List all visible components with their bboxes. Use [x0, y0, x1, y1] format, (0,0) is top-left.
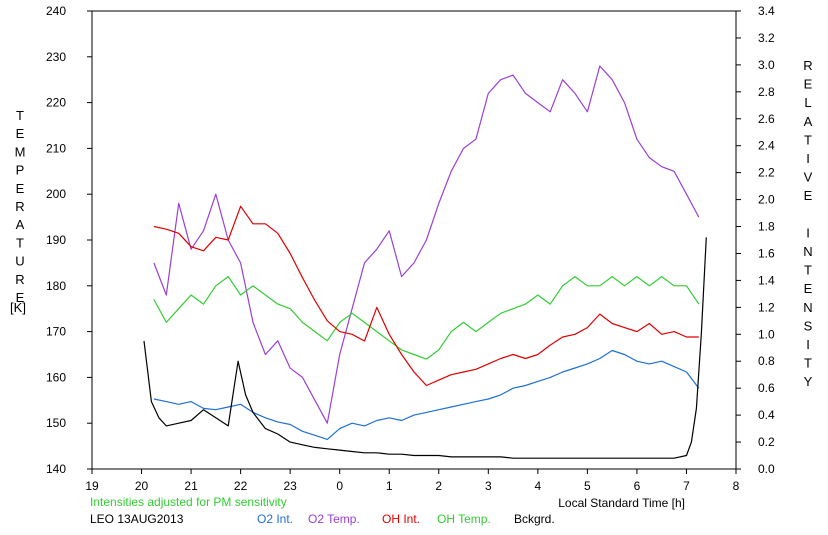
right-tick-label: 1.6	[758, 246, 775, 260]
left-title-letter: U	[15, 254, 24, 269]
right-axis-ticks: 0.0 0.2 0.4 0.6 0.8 1.0 1.2 1.4 1.6 1.8 2.0 2.2 2.4 2…	[736, 4, 775, 476]
right-tick-label: 0.0	[758, 462, 775, 476]
left-tick-label: 150	[46, 416, 66, 430]
left-tick-label: 190	[46, 233, 66, 247]
left-tick-label: 180	[46, 279, 66, 293]
x-tick-label: 21	[184, 479, 198, 493]
left-axis-unit: [K]	[10, 300, 26, 315]
series-o2int	[153, 349, 700, 440]
right-tick-label: 0.4	[758, 408, 775, 422]
series-o2temp	[153, 65, 700, 424]
right-tick-label: 3.2	[758, 31, 775, 45]
x-tick-label: 20	[135, 479, 149, 493]
left-tick-label: 140	[46, 462, 66, 476]
left-title-letter: T	[16, 108, 24, 123]
left-title-letter: E	[16, 126, 25, 141]
series-layer	[143, 65, 707, 459]
x-tick-label: 22	[234, 479, 248, 493]
left-title-letter: M	[15, 144, 26, 159]
left-tick-label: 160	[46, 370, 66, 384]
x-tick-label: 23	[283, 479, 297, 493]
station-date: LEO 13AUG2013	[90, 512, 184, 526]
right-tick-label: 2.0	[758, 193, 775, 207]
left-tick-label: 240	[46, 4, 66, 18]
right-tick-label: 3.4	[758, 4, 775, 18]
series-ohtemp	[153, 276, 700, 360]
left-title-letter: E	[16, 181, 25, 196]
series-ohint	[153, 205, 699, 387]
right-title-letter: A	[804, 114, 813, 129]
legend-ohint: OH Int.	[382, 512, 420, 526]
right-title-letter: V	[804, 170, 813, 185]
right-title-letter: I	[806, 337, 810, 352]
legend-ohtemp: OH Temp.	[437, 512, 491, 526]
x-tick-label: 7	[683, 479, 690, 493]
left-title-letter: R	[15, 272, 24, 287]
right-tick-label: 1.0	[758, 327, 775, 341]
right-tick-label: 2.8	[758, 85, 775, 99]
right-tick-label: 2.6	[758, 112, 775, 126]
right-title-letter: N	[803, 300, 812, 315]
right-title-letter: T	[804, 356, 812, 371]
left-title-letter: E	[16, 290, 25, 305]
x-tick-label: 19	[85, 479, 99, 493]
right-title-letter: I	[806, 225, 810, 240]
right-tick-label: 0.8	[758, 354, 775, 368]
right-title-letter: R	[803, 58, 812, 73]
legend-bckgrd: Bckgrd.	[514, 512, 555, 526]
left-tick-label: 230	[46, 50, 66, 64]
right-title-letter: E	[804, 281, 813, 296]
left-title-letter: A	[16, 217, 25, 232]
legend-o2int: O2 Int.	[257, 512, 293, 526]
x-tick-label: 3	[485, 479, 492, 493]
x-axis-ticks: 19 20 21 22 23 0 1 2 3 4 5 6 7 8	[85, 469, 740, 493]
x-tick-label: 1	[386, 479, 393, 493]
left-tick-label: 200	[46, 187, 66, 201]
left-axis-ticks: 140 150 160 170 180 190 200 210 220 230 240	[46, 4, 92, 476]
right-title-letter: N	[803, 244, 812, 259]
right-title-letter: T	[804, 263, 812, 278]
left-tick-label: 220	[46, 96, 66, 110]
right-title-letter: I	[806, 151, 810, 166]
right-title-letter: L	[804, 95, 811, 110]
legend-o2temp: O2 Temp.	[308, 512, 360, 526]
left-title-letter: R	[15, 199, 24, 214]
right-tick-label: 1.8	[758, 220, 775, 234]
series-bckgrd	[143, 237, 707, 459]
right-tick-label: 2.4	[758, 139, 775, 153]
pm-sensitivity-note: Intensities adjusted for PM sensitivity	[90, 495, 287, 509]
right-title-letter: Y	[804, 374, 813, 389]
right-tick-label: 2.2	[758, 166, 775, 180]
right-title-letter: S	[804, 318, 813, 333]
left-title-letter: T	[16, 235, 24, 250]
right-title-letter: T	[804, 132, 812, 147]
x-tick-label: 0	[336, 479, 343, 493]
left-tick-label: 170	[46, 325, 66, 339]
x-axis-label: Local Standard Time [h]	[558, 496, 685, 510]
right-tick-label: 1.2	[758, 300, 775, 314]
right-tick-label: 3.0	[758, 58, 775, 72]
x-tick-label: 6	[634, 479, 641, 493]
x-tick-label: 4	[535, 479, 542, 493]
right-title-letter: E	[804, 188, 813, 203]
left-tick-label: 210	[46, 141, 66, 155]
right-tick-label: 0.2	[758, 435, 775, 449]
x-tick-label: 8	[733, 479, 740, 493]
right-tick-label: 0.6	[758, 381, 775, 395]
legend: O2 Int. O2 Temp. OH Int. OH Temp. Bckgrd.	[257, 512, 555, 526]
x-tick-label: 5	[584, 479, 591, 493]
right-title-letter: E	[804, 77, 813, 92]
left-title-letter: P	[16, 163, 25, 178]
x-tick-label: 2	[435, 479, 442, 493]
right-tick-label: 1.4	[758, 273, 775, 287]
